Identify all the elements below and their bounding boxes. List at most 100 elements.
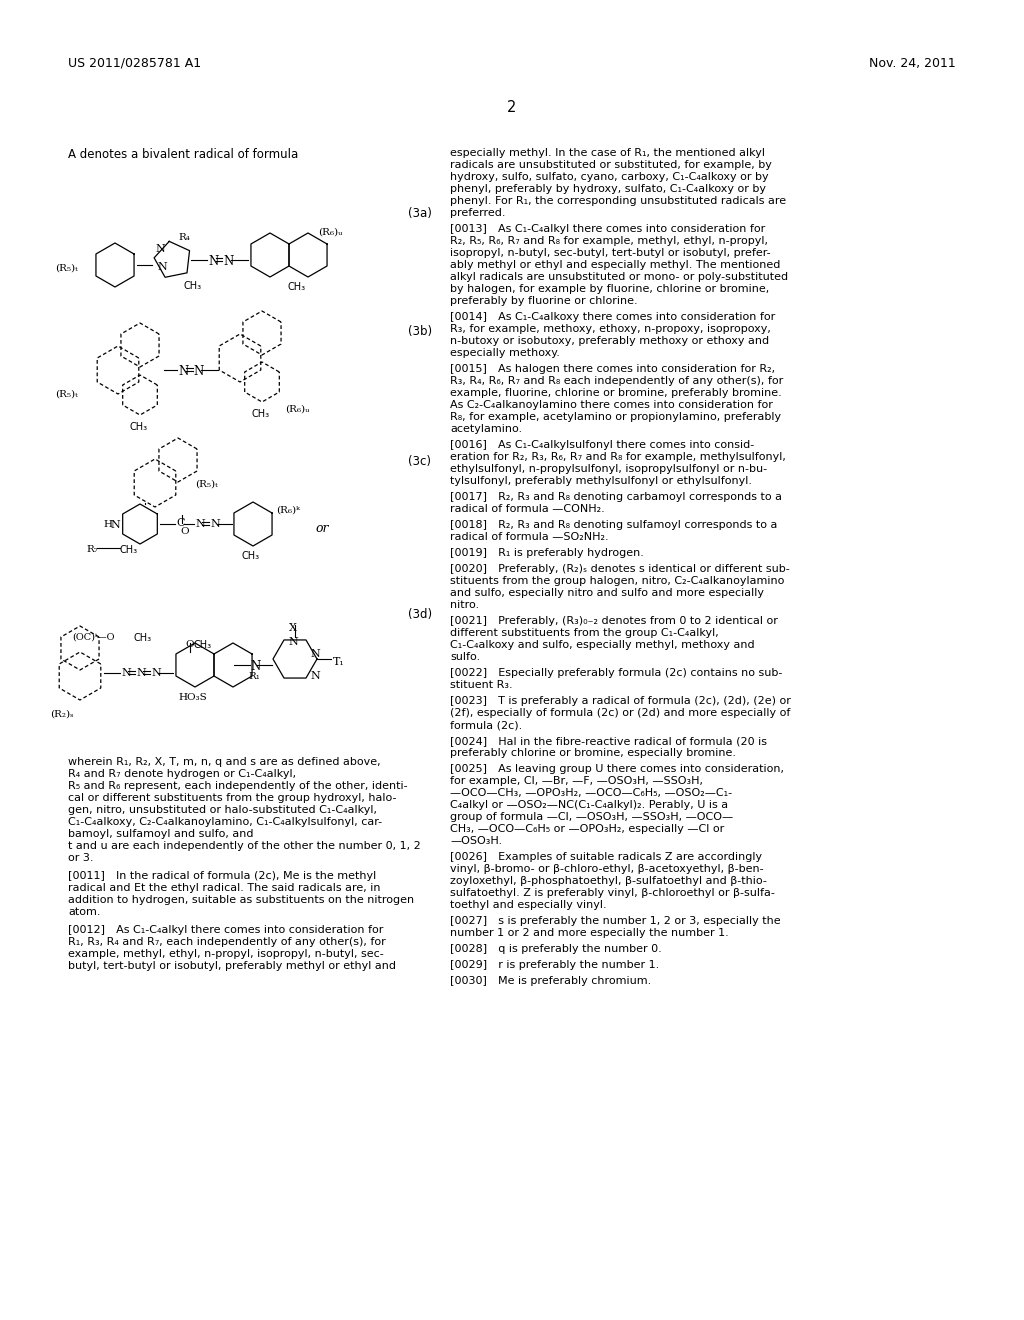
- Text: R₄: R₄: [178, 234, 189, 242]
- Text: R₃, R₄, R₆, R₇ and R₈ each independently of any other(s), for: R₃, R₄, R₆, R₇ and R₈ each independently…: [450, 376, 783, 385]
- Text: [0014] As C₁-C₄alkoxy there comes into consideration for: [0014] As C₁-C₄alkoxy there comes into c…: [450, 312, 775, 322]
- Text: US 2011/0285781 A1: US 2011/0285781 A1: [68, 57, 201, 70]
- Text: —OSO₃H.: —OSO₃H.: [450, 836, 502, 846]
- Text: preferably by fluorine or chlorine.: preferably by fluorine or chlorine.: [450, 296, 638, 306]
- Text: (3b): (3b): [408, 325, 432, 338]
- Text: T₁: T₁: [333, 657, 345, 667]
- Text: R₈, for example, acetylamino or propionylamino, preferably: R₈, for example, acetylamino or propiony…: [450, 412, 781, 422]
- Text: [0016] As C₁-C₄alkylsulfonyl there comes into consid-: [0016] As C₁-C₄alkylsulfonyl there comes…: [450, 440, 755, 450]
- Text: acetylamino.: acetylamino.: [450, 424, 522, 434]
- Text: CH₃: CH₃: [120, 545, 138, 554]
- Text: C₁-C₄alkoxy, C₂-C₄alkanoylamino, C₁-C₄alkylsulfonyl, car-: C₁-C₄alkoxy, C₂-C₄alkanoylamino, C₁-C₄al…: [68, 817, 382, 828]
- Text: or: or: [315, 521, 329, 535]
- Text: example, fluorine, chlorine or bromine, preferably bromine.: example, fluorine, chlorine or bromine, …: [450, 388, 781, 399]
- Text: especially methyl. In the case of R₁, the mentioned alkyl: especially methyl. In the case of R₁, th…: [450, 148, 765, 158]
- Text: R₇: R₇: [86, 545, 98, 554]
- Text: N: N: [136, 668, 145, 678]
- Text: [0027] s is preferably the number 1, 2 or 3, especially the: [0027] s is preferably the number 1, 2 o…: [450, 916, 780, 927]
- Text: [0028] q is preferably the number 0.: [0028] q is preferably the number 0.: [450, 944, 662, 954]
- Text: R₁, R₃, R₄ and R₇, each independently of any other(s), for: R₁, R₃, R₄ and R₇, each independently of…: [68, 937, 386, 946]
- Text: (R₅)ₜ: (R₅)ₜ: [195, 480, 218, 488]
- Text: (R₆)ᵤ: (R₆)ᵤ: [318, 228, 342, 238]
- Text: (OC)ⁱ—O: (OC)ⁱ—O: [72, 634, 115, 642]
- Text: radical of formula —CONH₂.: radical of formula —CONH₂.: [450, 504, 605, 513]
- Text: isopropyl, n-butyl, sec-butyl, tert-butyl or isobutyl, prefer-: isopropyl, n-butyl, sec-butyl, tert-buty…: [450, 248, 771, 257]
- Text: 2: 2: [507, 100, 517, 115]
- Text: and sulfo, especially nitro and sulfo and more especially: and sulfo, especially nitro and sulfo an…: [450, 587, 764, 598]
- Text: [0011] In the radical of formula (2c), Me is the methyl: [0011] In the radical of formula (2c), M…: [68, 871, 376, 880]
- Text: [0026] Examples of suitable radicals Z are accordingly: [0026] Examples of suitable radicals Z a…: [450, 851, 762, 862]
- Text: X: X: [289, 623, 297, 634]
- Text: (2f), especially of formula (2c) or (2d) and more especially of: (2f), especially of formula (2c) or (2d)…: [450, 708, 791, 718]
- Text: R₃, for example, methoxy, ethoxy, n-propoxy, isopropoxy,: R₃, for example, methoxy, ethoxy, n-prop…: [450, 323, 771, 334]
- Text: H: H: [103, 520, 112, 529]
- Text: ably methyl or ethyl and especially methyl. The mentioned: ably methyl or ethyl and especially meth…: [450, 260, 780, 271]
- Text: group of formula —Cl, —OSO₃H, —SSO₃H, —OCO—: group of formula —Cl, —OSO₃H, —SSO₃H, —O…: [450, 812, 733, 822]
- Text: CH₃: CH₃: [133, 634, 152, 643]
- Text: radical of formula —SO₂NH₂.: radical of formula —SO₂NH₂.: [450, 532, 608, 543]
- Text: [0020] Preferably, (R₂)ₛ denotes s identical or different sub-: [0020] Preferably, (R₂)ₛ denotes s ident…: [450, 564, 790, 574]
- Text: R₁: R₁: [248, 672, 260, 681]
- Text: zoyloxethyl, β-phosphatoethyl, β-sulfatoethyl and β-thio-: zoyloxethyl, β-phosphatoethyl, β-sulfato…: [450, 876, 767, 886]
- Text: (3d): (3d): [408, 609, 432, 620]
- Text: CH₃: CH₃: [193, 640, 211, 649]
- Text: R₄ and R₇ denote hydrogen or C₁-C₄alkyl,: R₄ and R₇ denote hydrogen or C₁-C₄alkyl,: [68, 770, 296, 779]
- Text: N: N: [208, 255, 218, 268]
- Text: different substituents from the group C₁-C₄alkyl,: different substituents from the group C₁…: [450, 628, 719, 638]
- Text: (R₅)ₜ: (R₅)ₜ: [55, 264, 78, 273]
- Text: atom.: atom.: [68, 907, 100, 917]
- Text: toethyl and especially vinyl.: toethyl and especially vinyl.: [450, 900, 606, 909]
- Text: sulfatoethyl. Z is preferably vinyl, β-chloroethyl or β-sulfa-: sulfatoethyl. Z is preferably vinyl, β-c…: [450, 888, 775, 898]
- Text: preferred.: preferred.: [450, 209, 506, 218]
- Text: example, methyl, ethyl, n-propyl, isopropyl, n-butyl, sec-: example, methyl, ethyl, n-propyl, isopro…: [68, 949, 384, 960]
- Text: radicals are unsubstituted or substituted, for example, by: radicals are unsubstituted or substitute…: [450, 160, 772, 170]
- Text: radical and Et the ethyl radical. The said radicals are, in: radical and Et the ethyl radical. The sa…: [68, 883, 381, 894]
- Text: eration for R₂, R₃, R₆, R₇ and R₈ for example, methylsulfonyl,: eration for R₂, R₃, R₆, R₇ and R₈ for ex…: [450, 451, 785, 462]
- Text: N: N: [151, 668, 161, 678]
- Text: or 3.: or 3.: [68, 853, 93, 863]
- Text: N: N: [178, 366, 188, 378]
- Text: A denotes a bivalent radical of formula: A denotes a bivalent radical of formula: [68, 148, 298, 161]
- Text: stituent R₃.: stituent R₃.: [450, 680, 513, 690]
- Text: N: N: [223, 255, 233, 268]
- Text: N: N: [195, 519, 205, 529]
- Text: [0030] Me is preferably chromium.: [0030] Me is preferably chromium.: [450, 975, 651, 986]
- Text: alkyl radicals are unsubstituted or mono- or poly-substituted: alkyl radicals are unsubstituted or mono…: [450, 272, 788, 282]
- Text: R₂, R₅, R₆, R₇ and R₈ for example, methyl, ethyl, n-propyl,: R₂, R₅, R₆, R₇ and R₈ for example, methy…: [450, 236, 768, 246]
- Text: N: N: [155, 244, 165, 253]
- Text: N: N: [110, 520, 120, 531]
- Text: especially methoxy.: especially methoxy.: [450, 348, 560, 358]
- Text: CH₃: CH₃: [252, 409, 270, 418]
- Text: [0025] As leaving group U there comes into consideration,: [0025] As leaving group U there comes in…: [450, 764, 784, 774]
- Text: wherein R₁, R₂, X, T, m, n, q and s are as defined above,: wherein R₁, R₂, X, T, m, n, q and s are …: [68, 756, 381, 767]
- Text: [0023] T is preferably a radical of formula (2c), (2d), (2e) or: [0023] T is preferably a radical of form…: [450, 696, 791, 706]
- Text: [0013] As C₁-C₄alkyl there comes into consideration for: [0013] As C₁-C₄alkyl there comes into co…: [450, 224, 765, 234]
- Text: gen, nitro, unsubstituted or halo-substituted C₁-C₄alkyl,: gen, nitro, unsubstituted or halo-substi…: [68, 805, 377, 814]
- Text: N: N: [250, 660, 260, 673]
- Text: C: C: [176, 517, 184, 528]
- Text: (R₆)ᵤ: (R₆)ᵤ: [285, 405, 309, 414]
- Text: cal or different substituents from the group hydroxyl, halo-: cal or different substituents from the g…: [68, 793, 396, 803]
- Text: C₁-C₄alkoxy and sulfo, especially methyl, methoxy and: C₁-C₄alkoxy and sulfo, especially methyl…: [450, 640, 755, 649]
- Text: t and u are each independently of the other the number 0, 1, 2: t and u are each independently of the ot…: [68, 841, 421, 851]
- Text: vinyl, β-bromo- or β-chloro-ethyl, β-acetoxyethyl, β-ben-: vinyl, β-bromo- or β-chloro-ethyl, β-ace…: [450, 865, 764, 874]
- Text: n-butoxy or isobutoxy, preferably methoxy or ethoxy and: n-butoxy or isobutoxy, preferably methox…: [450, 337, 769, 346]
- Text: CH₃: CH₃: [242, 550, 260, 561]
- Text: (R₂)ₛ: (R₂)ₛ: [50, 710, 74, 719]
- Text: by halogen, for example by fluorine, chlorine or bromine,: by halogen, for example by fluorine, chl…: [450, 284, 769, 294]
- Text: phenyl. For R₁, the corresponding unsubstituted radicals are: phenyl. For R₁, the corresponding unsubs…: [450, 195, 786, 206]
- Text: addition to hydrogen, suitable as substituents on the nitrogen: addition to hydrogen, suitable as substi…: [68, 895, 414, 906]
- Text: [0022] Especially preferably formula (2c) contains no sub-: [0022] Especially preferably formula (2c…: [450, 668, 782, 678]
- Text: (R₅)ₜ: (R₅)ₜ: [55, 389, 78, 399]
- Text: bamoyl, sulfamoyl and sulfo, and: bamoyl, sulfamoyl and sulfo, and: [68, 829, 254, 840]
- Text: (3c): (3c): [408, 455, 431, 469]
- Text: C₄alkyl or —OSO₂—NC(C₁-C₄alkyl)₂. Perably, U is a: C₄alkyl or —OSO₂—NC(C₁-C₄alkyl)₂. Perabl…: [450, 800, 728, 810]
- Text: sulfo.: sulfo.: [450, 652, 480, 663]
- Text: N: N: [210, 519, 220, 529]
- Text: [0019] R₁ is preferably hydrogen.: [0019] R₁ is preferably hydrogen.: [450, 548, 644, 558]
- Text: [0021] Preferably, (R₃)₀₋₂ denotes from 0 to 2 identical or: [0021] Preferably, (R₃)₀₋₂ denotes from …: [450, 616, 778, 626]
- Text: [0024] Hal in the fibre-reactive radical of formula (20 is: [0024] Hal in the fibre-reactive radical…: [450, 737, 767, 746]
- Text: O: O: [180, 527, 188, 536]
- Text: nitro.: nitro.: [450, 601, 479, 610]
- Text: number 1 or 2 and more especially the number 1.: number 1 or 2 and more especially the nu…: [450, 928, 729, 939]
